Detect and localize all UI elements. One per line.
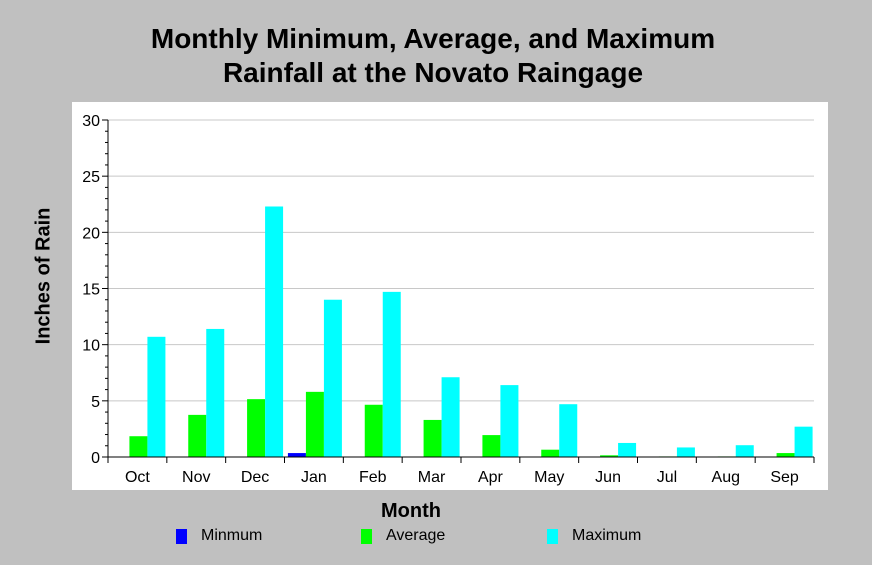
chart-title-line-2: Rainfall at the Novato Raingage [222, 57, 644, 88]
y-tick-label-15: 15 [82, 282, 100, 299]
x-tick-label-jun: Jun [595, 469, 621, 486]
x-tick-label-sep: Sep [770, 469, 799, 486]
legend-swatch-average [361, 528, 372, 544]
y-tick-label-20: 20 [82, 225, 100, 242]
x-tick-label-oct: Oct [125, 469, 150, 486]
legend-swatch-minimum [176, 528, 187, 544]
bar-maximum-jul [676, 447, 695, 457]
grid-lines [108, 119, 814, 402]
legend-item-minimum: Minmum [176, 526, 262, 546]
legend-item-average: Average [361, 526, 445, 546]
y-axis-label: Inches of Rain [32, 207, 55, 345]
y-tick-label-25: 25 [82, 169, 100, 186]
bar-maximum-apr [500, 385, 519, 457]
bar-average-apr [482, 435, 501, 457]
x-tick-label-aug: Aug [712, 469, 740, 486]
bar-maximum-dec [265, 206, 284, 457]
legend-swatch-maximum [547, 528, 558, 544]
bars [129, 206, 813, 457]
y-tick-label-30: 30 [82, 113, 100, 130]
legend-item-maximum: Maximum [547, 526, 641, 546]
bar-average-jun [600, 455, 619, 457]
bar-average-oct [129, 436, 148, 457]
bar-maximum-oct [147, 336, 166, 457]
bar-average-sep [776, 453, 795, 457]
chart-title-line-1: Monthly Minimum, Average, and Maximum [150, 23, 716, 54]
bar-maximum-jan [323, 299, 342, 457]
x-tick-label-nov: Nov [182, 469, 210, 486]
x-tick-label-apr: Apr [478, 469, 504, 486]
y-tick-label-5: 5 [91, 394, 100, 411]
bar-maximum-nov [206, 328, 225, 457]
x-tick-label-mar: Mar [418, 469, 446, 486]
x-tick-label-jul: Jul [657, 469, 677, 486]
bar-average-feb [364, 404, 383, 457]
x-tick-label-may: May [534, 469, 564, 486]
legend-label-maximum: Maximum [572, 527, 642, 544]
bar-average-dec [247, 399, 266, 457]
bar-minmum-jan [287, 453, 306, 457]
bar-maximum-aug [735, 445, 754, 457]
x-tick-label-feb: Feb [359, 469, 387, 486]
tick-labels: 0 5 10 15 20 25 30 Oct Nov Dec Jan Feb Mar Apr May Jun J… [82, 113, 799, 486]
bar-maximum-sep [794, 426, 813, 457]
y-tick-label-10: 10 [82, 338, 100, 355]
x-axis-label: Month [381, 500, 441, 522]
bar-maximum-mar [441, 377, 460, 457]
x-tick-label-jan: Jan [301, 469, 327, 486]
chart-title: Monthly Minimum, Average, and Maximum Ra… [0, 22, 866, 90]
bar-maximum-feb [382, 291, 401, 457]
bar-average-nov [188, 414, 207, 457]
legend-label-minimum: Minmum [201, 527, 263, 544]
bar-average-mar [423, 419, 442, 457]
bar-maximum-jun [618, 442, 637, 457]
bar-average-jan [305, 391, 324, 457]
axes [102, 119, 815, 463]
bar-average-may [541, 449, 560, 457]
bar-maximum-may [559, 404, 578, 457]
x-tick-label-dec: Dec [241, 469, 269, 486]
y-tick-label-0: 0 [91, 450, 100, 467]
legend-label-average: Average [386, 527, 446, 544]
